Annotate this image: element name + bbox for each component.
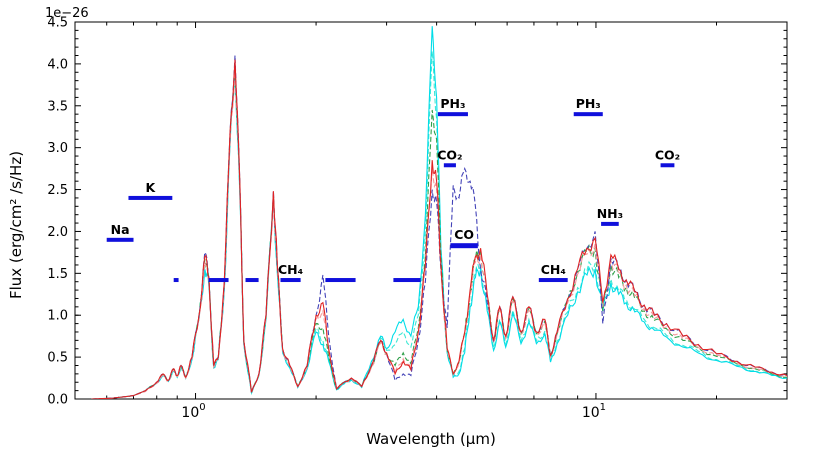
y-tick-label: 4.0	[47, 57, 68, 72]
band-annotation-mark-2	[173, 278, 179, 283]
axes-layer: 100 101 0.0 0.5 1.0 1.5 2.0 2.5 3.0 3.5 4.0 4.5	[47, 16, 788, 421]
band-label: CH₄	[278, 262, 303, 277]
band-bar	[280, 278, 301, 283]
band-annotation-CO₂: CO₂	[655, 147, 680, 168]
band-annotation-PH₃: PH₃	[573, 96, 603, 117]
y-tick-label: 2.0	[47, 225, 68, 240]
band-bar	[325, 278, 356, 283]
band-bar	[538, 278, 568, 283]
band-bar	[208, 278, 229, 283]
band-label: NH₃	[597, 206, 623, 221]
band-annotation-PH₃: PH₃	[437, 96, 468, 117]
band-bar	[393, 278, 421, 283]
x-tick-label: 101	[582, 402, 606, 421]
band-label: CO	[454, 227, 474, 242]
band-annotation-NH₃: NH₃	[597, 206, 623, 226]
y-tick-label: 1.5	[47, 267, 68, 282]
band-bar	[245, 278, 259, 283]
band-bar	[450, 243, 478, 249]
series-layer	[91, 26, 787, 399]
band-annotation-CH₄: CH₄	[538, 262, 568, 283]
band-label: K	[146, 180, 157, 195]
band-annotation-CO₂: CO₂	[437, 147, 463, 168]
band-bar	[573, 112, 603, 117]
band-bar	[173, 278, 179, 283]
band-bar	[128, 195, 173, 200]
y-tick-label: 4.5	[47, 16, 68, 31]
band-label: CO₂	[655, 147, 680, 162]
series-line-spectrum-6	[91, 59, 787, 399]
band-annotation-K: K	[128, 180, 173, 200]
band-annotation-mark-4	[245, 278, 259, 283]
y-axis-label: Flux (erg/cm² /s/Hz)	[7, 151, 25, 299]
annotation-layer: Na K CH₄ PH₃ CO₂ CO CH₄ PH₃ NH₃ CO₂	[106, 96, 680, 283]
band-annotation-CO: CO	[450, 227, 478, 249]
band-annotation-mark-7	[393, 278, 421, 283]
band-annotation-Na: Na	[106, 222, 134, 242]
plot-border	[74, 21, 788, 400]
band-label: PH₃	[576, 96, 601, 111]
band-bar	[106, 237, 134, 242]
x-tick-label: 100	[181, 402, 205, 421]
band-label: CO₂	[437, 147, 462, 162]
y-axis-offset-text: 1e−26	[45, 6, 89, 21]
x-axis-label: Wavelength (μm)	[366, 430, 496, 448]
band-annotation-mark-6	[325, 278, 356, 283]
y-tick-label: 1.0	[47, 309, 68, 324]
band-bar	[660, 163, 675, 168]
y-tick-label: 2.5	[47, 183, 68, 198]
y-tick-label: 0.0	[47, 393, 68, 408]
y-tick-label: 3.5	[47, 99, 68, 114]
band-annotation-mark-3	[208, 278, 229, 283]
y-tick-label: 3.0	[47, 141, 68, 156]
band-bar	[437, 112, 468, 117]
band-bar	[601, 221, 619, 226]
band-label: PH₃	[440, 96, 465, 111]
y-tick-label: 0.5	[47, 351, 68, 366]
band-bar	[443, 163, 456, 168]
band-label: CH₄	[541, 262, 566, 277]
band-label: Na	[111, 222, 130, 237]
band-annotation-CH₄: CH₄	[278, 262, 303, 283]
